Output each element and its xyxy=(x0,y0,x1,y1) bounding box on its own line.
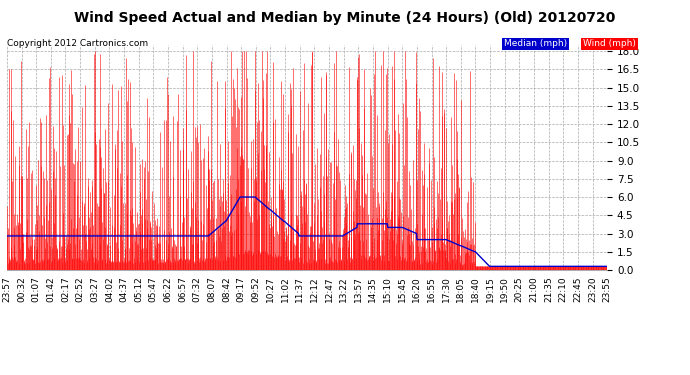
Text: Wind Speed Actual and Median by Minute (24 Hours) (Old) 20120720: Wind Speed Actual and Median by Minute (… xyxy=(75,11,615,25)
Text: Median (mph): Median (mph) xyxy=(504,39,566,48)
Text: Wind (mph): Wind (mph) xyxy=(583,39,636,48)
Text: Copyright 2012 Cartronics.com: Copyright 2012 Cartronics.com xyxy=(7,39,148,48)
